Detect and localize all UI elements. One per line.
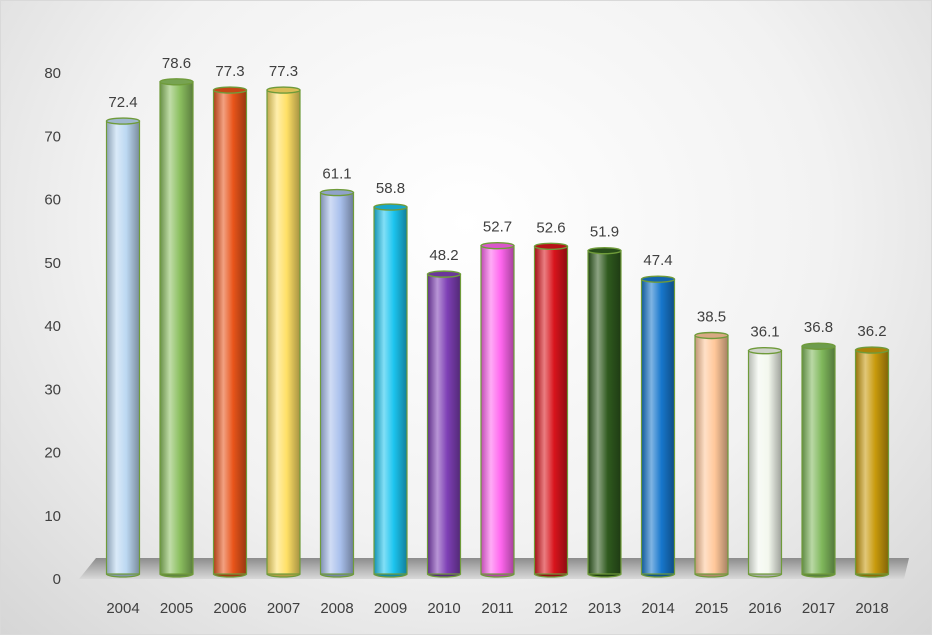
- data-label: 58.8: [376, 180, 405, 197]
- y-tick-label: 30: [44, 381, 61, 398]
- bar-2018: [854, 346, 890, 578]
- bar-top: [105, 117, 141, 125]
- x-tick-label: 2013: [588, 600, 621, 617]
- bar-top: [266, 86, 301, 94]
- bar-2004: [105, 117, 141, 578]
- data-label: 36.1: [750, 324, 779, 341]
- bar-top: [212, 86, 248, 94]
- y-tick-label: 10: [44, 508, 61, 525]
- bar-top: [373, 203, 408, 211]
- x-tick-label: 2014: [641, 600, 674, 617]
- x-tick-label: 2012: [534, 600, 567, 617]
- data-label: 77.3: [269, 63, 298, 80]
- bar-2006: [212, 86, 248, 578]
- bars: [105, 78, 890, 578]
- bar-2005: [159, 78, 194, 578]
- data-label: 36.8: [804, 319, 833, 336]
- bar-body: [854, 349, 890, 575]
- bar-body: [801, 345, 836, 575]
- x-tick-label: 2016: [748, 600, 781, 617]
- x-tick-label: 2005: [160, 600, 193, 617]
- bar-2009: [373, 203, 408, 578]
- data-label: 48.2: [429, 247, 458, 264]
- bar-2013: [587, 247, 622, 578]
- bar-body: [747, 350, 783, 575]
- bar-top: [747, 346, 783, 355]
- bar-body: [105, 120, 141, 575]
- y-axis: 0 10 20 30 40 50 60 70 80: [44, 65, 61, 588]
- bar-top: [159, 78, 194, 86]
- bar-top: [480, 241, 515, 250]
- data-label: 72.4: [108, 94, 137, 111]
- y-tick-label: 40: [44, 318, 61, 335]
- bar-2012: [533, 242, 569, 578]
- x-tick-label: 2006: [213, 600, 246, 617]
- y-tick-label: 50: [44, 255, 61, 272]
- data-label: 36.2: [857, 323, 886, 340]
- y-tick-label: 80: [44, 65, 61, 82]
- x-tick-label: 2009: [374, 600, 407, 617]
- bar-top: [801, 342, 836, 350]
- bar-body: [426, 273, 462, 575]
- data-label: 61.1: [322, 166, 351, 183]
- bar-2011: [480, 241, 515, 578]
- bar-body: [212, 89, 248, 575]
- data-labels: 72.4 78.6 77.3 77.3 61.1 58.8 48.2 52.7 52.6 51.9…: [108, 55, 886, 341]
- y-tick-label: 0: [53, 571, 61, 588]
- bar-body: [694, 334, 729, 575]
- bar-top: [694, 331, 729, 340]
- bar-body: [159, 81, 194, 575]
- bar-2015: [694, 331, 729, 578]
- bar-top: [533, 242, 569, 251]
- x-axis: 2004 2005 2006 2007 2008 2009 2010 2011 2012 2013…: [106, 600, 888, 617]
- data-label: 77.3: [215, 63, 244, 80]
- x-tick-label: 2017: [802, 600, 835, 617]
- bar-2010: [426, 270, 462, 578]
- x-tick-label: 2007: [267, 600, 300, 617]
- x-tick-label: 2015: [695, 600, 728, 617]
- data-label: 52.6: [536, 219, 565, 236]
- data-label: 38.5: [697, 308, 726, 325]
- x-tick-label: 2004: [106, 600, 139, 617]
- bar-top: [319, 188, 355, 197]
- x-tick-label: 2011: [481, 600, 513, 617]
- bar-top: [640, 275, 676, 283]
- x-tick-label: 2008: [320, 600, 353, 617]
- x-tick-label: 2018: [855, 600, 888, 617]
- data-label: 47.4: [643, 252, 672, 269]
- bar-top: [426, 270, 462, 278]
- bar-2016: [747, 346, 783, 578]
- bar-2008: [319, 188, 355, 578]
- y-tick-label: 60: [44, 192, 61, 209]
- bar-body: [266, 89, 301, 575]
- bar-2017: [801, 342, 836, 578]
- x-tick-label: 2010: [427, 600, 460, 617]
- data-label: 52.7: [483, 219, 512, 236]
- bar-top: [854, 346, 890, 354]
- bar-2014: [640, 275, 676, 578]
- bar-body: [319, 191, 355, 575]
- bar-top: [587, 247, 622, 255]
- y-tick-label: 20: [44, 445, 61, 462]
- y-tick-label: 70: [44, 128, 61, 145]
- bar-2007: [266, 86, 301, 578]
- bar-body: [533, 245, 569, 575]
- data-label: 51.9: [590, 224, 619, 241]
- bar-body: [373, 206, 408, 575]
- data-label: 78.6: [162, 55, 191, 72]
- bar-body: [480, 245, 515, 575]
- bar-body: [587, 250, 622, 575]
- bar-body: [640, 278, 676, 575]
